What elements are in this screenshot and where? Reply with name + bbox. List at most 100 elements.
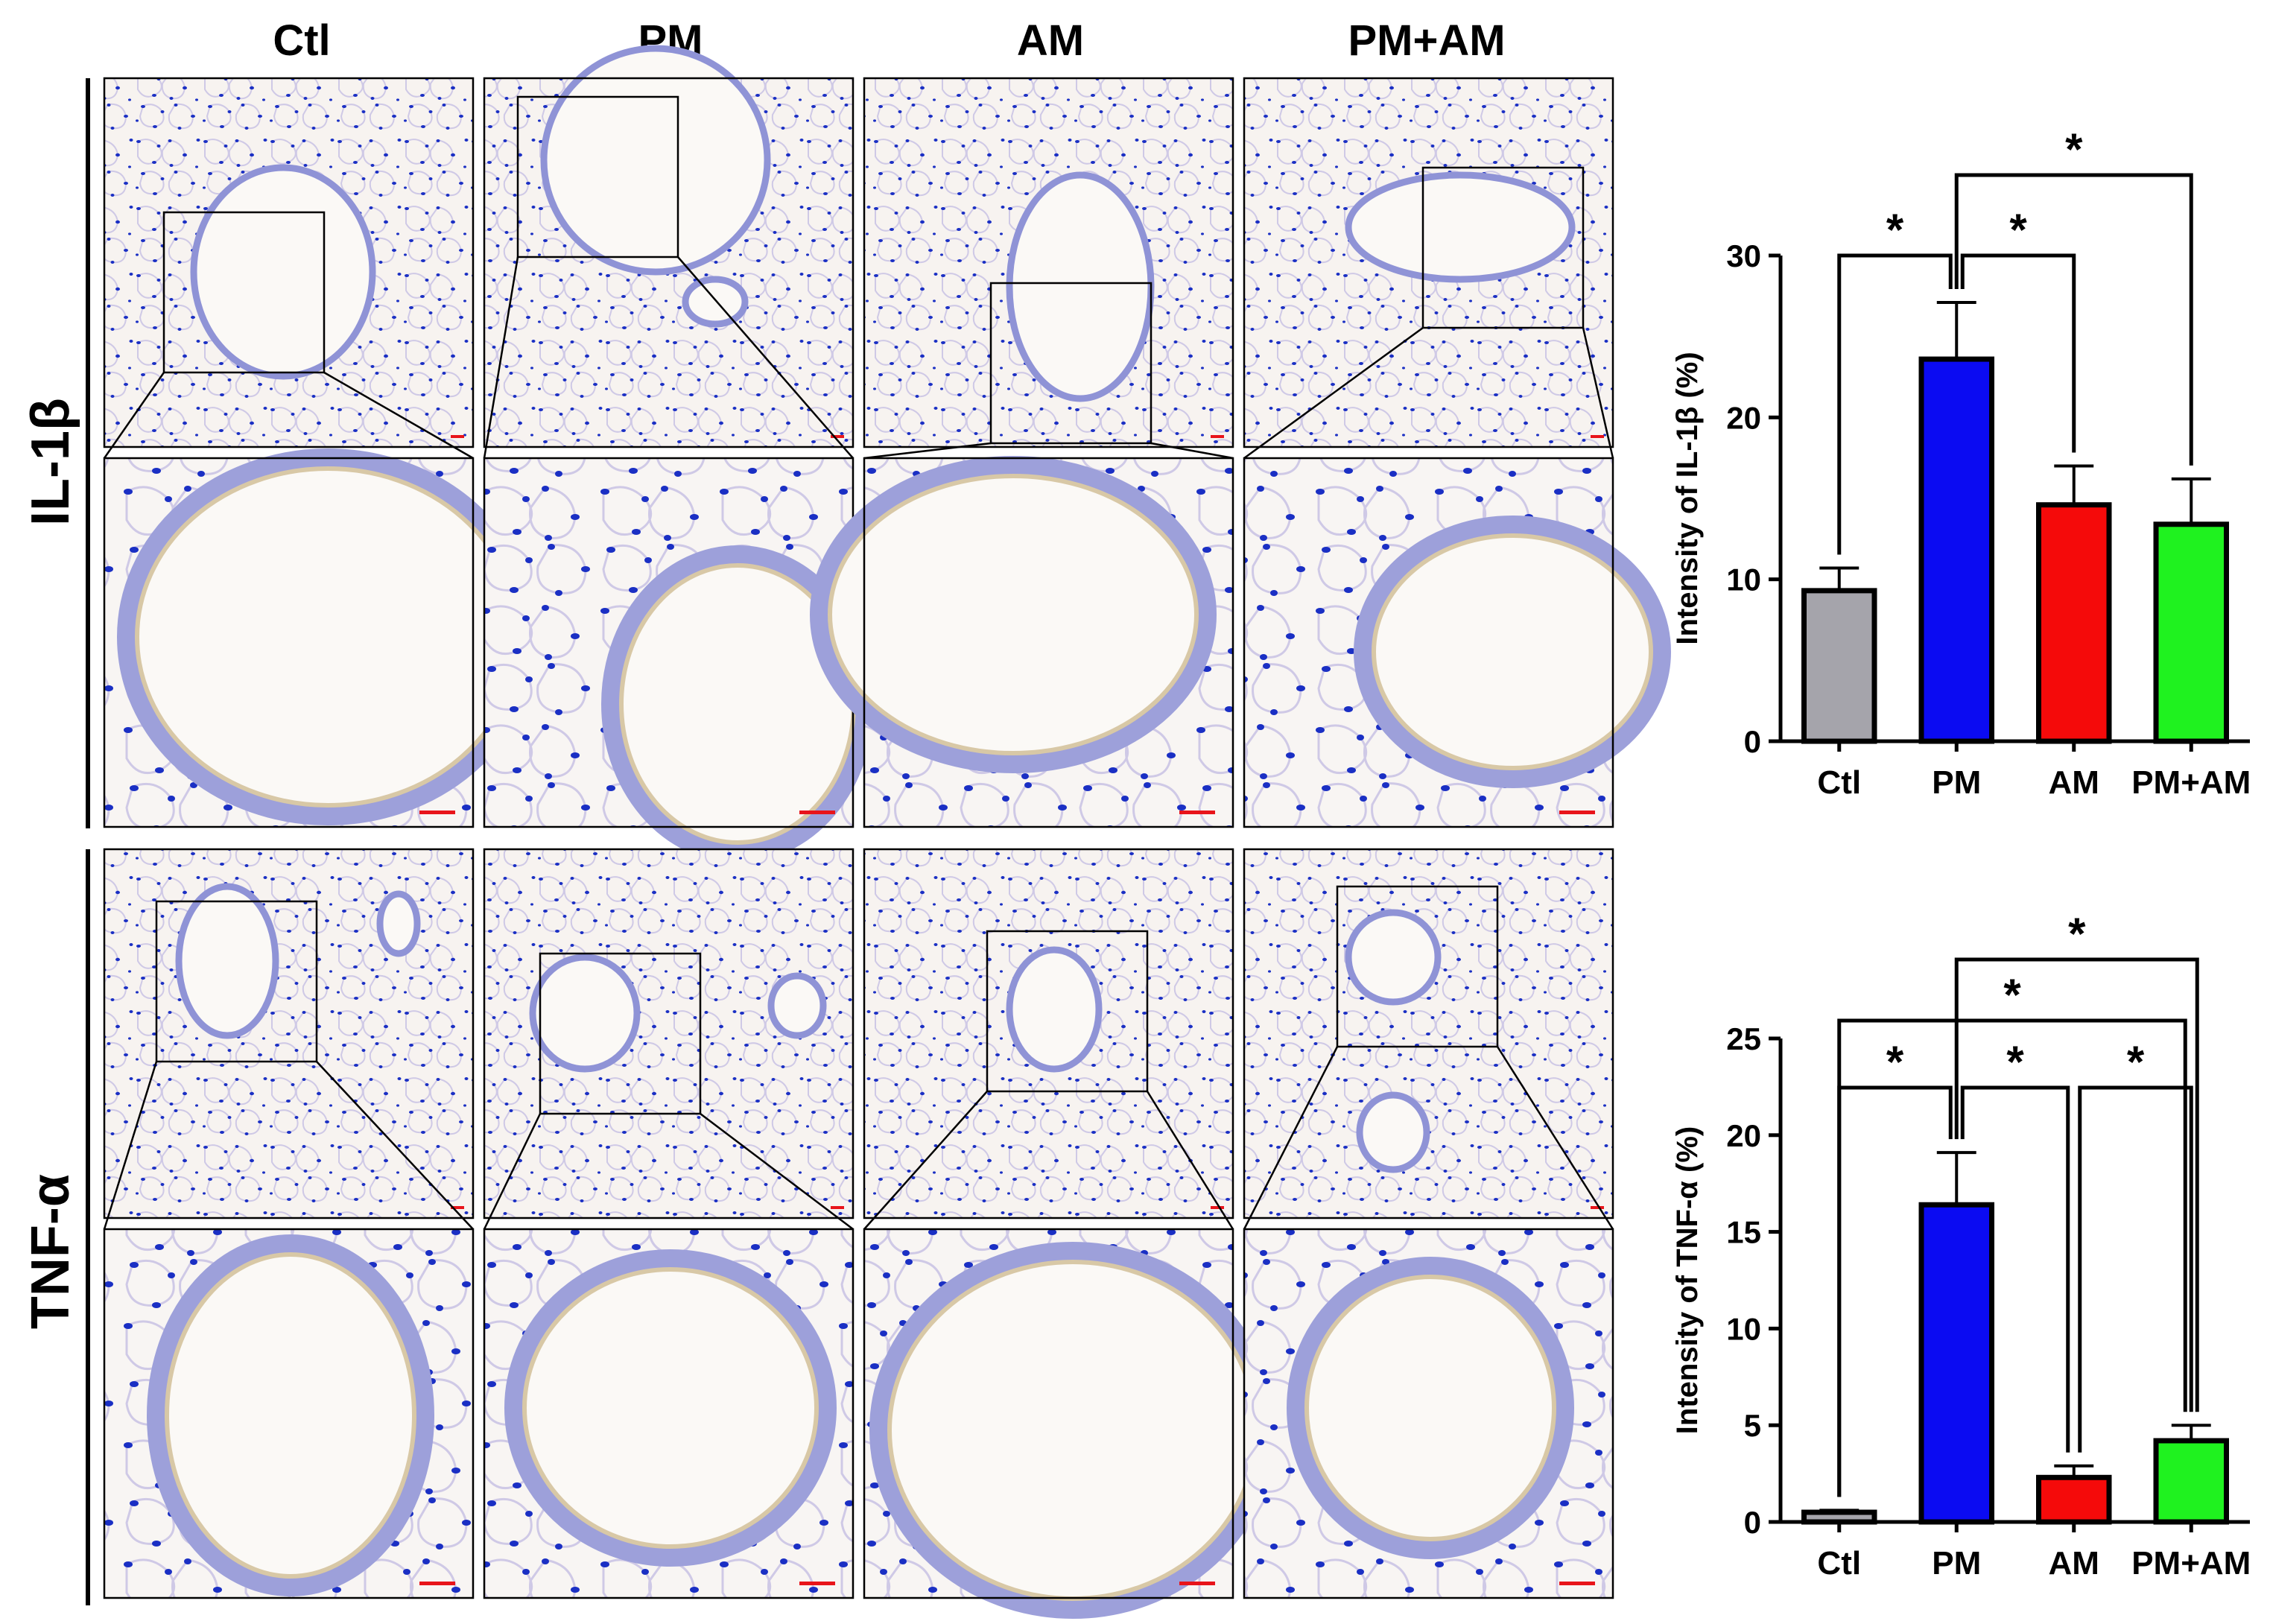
zoom-connector xyxy=(1582,327,1614,459)
significance-bracket xyxy=(1954,173,2193,466)
scale-bar xyxy=(799,811,835,814)
panel-border xyxy=(103,77,475,448)
panel-border xyxy=(863,1228,1234,1599)
y-tick-label: 25 xyxy=(1726,1021,1761,1056)
airway-lumen xyxy=(190,164,376,380)
panel-tnfa-pm-am-high xyxy=(1243,1228,1614,1599)
airway-lumen xyxy=(175,883,279,1039)
bar-pm-am xyxy=(2153,1438,2229,1525)
scale-bar xyxy=(1559,811,1595,814)
zoom-connector xyxy=(863,442,992,460)
zoom-connector xyxy=(1146,1091,1234,1230)
inset-box xyxy=(1421,166,1585,329)
epithelium-stain xyxy=(1304,1275,1556,1541)
row-label-tnfa: TNF-α xyxy=(21,1174,80,1329)
significance-bracket xyxy=(1960,1085,2070,1453)
panel-tnfa-ctl-high xyxy=(103,1228,475,1599)
y-tick-label: 30 xyxy=(1726,238,1761,273)
significance-star: * xyxy=(2127,1037,2145,1087)
bar-pm xyxy=(1918,1202,1994,1525)
airway-lumen xyxy=(147,1234,434,1596)
epithelium-stain xyxy=(1372,533,1653,770)
significance-bracket xyxy=(1960,253,2076,453)
scale-bar xyxy=(1211,435,1224,438)
airway-lumen xyxy=(376,890,421,957)
y-tick-label: 0 xyxy=(1744,1505,1761,1540)
airway-lumen xyxy=(1006,171,1155,402)
chart-il1b: 0 10 20 30 Intensity of IL-1β (%) Ctl PM AM PM+A… xyxy=(1671,124,2251,801)
zoom-connector xyxy=(677,256,854,459)
y-axis-label: Intensity of IL-1β (%) xyxy=(1671,352,1704,644)
scale-bar xyxy=(831,1206,844,1209)
bar-ctl xyxy=(1801,1509,1877,1525)
row-labels: IL-1β TNF-α xyxy=(21,78,90,1605)
scale-bar xyxy=(1559,1582,1595,1585)
inset-box xyxy=(539,952,702,1115)
significance-star: * xyxy=(2006,1037,2024,1087)
panel-tnfa-am-low xyxy=(863,848,1234,1219)
chart-tnfa: 0 5 10 15 20 25 Intensity of TNF-α (%) Ctl PM AM P… xyxy=(1671,909,2251,1582)
airway-lumen xyxy=(682,276,749,328)
epithelium-stain xyxy=(522,1267,819,1549)
epithelium-stain xyxy=(828,474,1199,755)
panel-border xyxy=(103,457,475,828)
scale-bar xyxy=(1591,435,1604,438)
scale-bar xyxy=(419,1582,455,1585)
panel-il1b-pm-low xyxy=(483,45,855,448)
panel-border xyxy=(863,457,1234,828)
panel-border xyxy=(863,77,1234,448)
significance-star: * xyxy=(2009,205,2027,255)
inset-box xyxy=(1336,885,1499,1048)
x-tick-label: PM+AM xyxy=(2131,764,2251,801)
column-headers: Ctl PM AM PM+AM xyxy=(273,16,1505,65)
airway-lumen xyxy=(529,954,641,1073)
scale-bar xyxy=(1211,1206,1224,1209)
x-tick-label: PM xyxy=(1932,1545,1981,1582)
significance-bracket xyxy=(2078,1085,2193,1453)
epithelium-stain xyxy=(165,1252,416,1579)
scale-bar xyxy=(1179,1582,1215,1585)
panel-border xyxy=(1243,77,1614,448)
airway-lumen xyxy=(1287,1257,1574,1559)
bar-am xyxy=(2036,502,2112,744)
airway-lumen xyxy=(1356,1091,1430,1173)
airway-lumen xyxy=(1345,909,1442,1006)
panel-border xyxy=(103,1228,475,1599)
x-tick-label: PM+AM xyxy=(2131,1545,2251,1582)
airway-lumen xyxy=(1345,171,1576,283)
significance-star: * xyxy=(1886,205,1904,255)
row-label-il1b: IL-1β xyxy=(21,398,80,526)
y-tick-label: 20 xyxy=(1726,1118,1761,1153)
x-tick-label: AM xyxy=(2049,764,2099,801)
x-tick-label: Ctl xyxy=(1817,764,1861,801)
panel-il1b-pm-am-high xyxy=(1243,457,1671,828)
panel-border xyxy=(483,848,855,1219)
panel-border xyxy=(1243,848,1614,1219)
inset-box xyxy=(989,282,1153,445)
scale-bar xyxy=(1179,811,1215,814)
significance-bracket xyxy=(1837,253,1953,555)
airway-lumen xyxy=(869,1242,1276,1619)
significance-star: * xyxy=(2003,970,2021,1020)
x-tick-label: AM xyxy=(2049,1545,2099,1582)
zoom-connector xyxy=(863,1091,988,1230)
scale-bar xyxy=(451,435,464,438)
panel-border xyxy=(1243,1228,1614,1599)
x-tick-label: Ctl xyxy=(1817,1545,1861,1582)
panel-border xyxy=(483,1228,855,1599)
scale-bar xyxy=(1591,1206,1604,1209)
zoom-connector xyxy=(1150,442,1234,460)
panel-tnfa-am-high xyxy=(863,1228,1276,1619)
scale-bar xyxy=(831,435,844,438)
significance-star: * xyxy=(2068,909,2086,959)
panel-tnfa-pm-low xyxy=(483,848,855,1219)
panel-il1b-ctl-low xyxy=(103,77,475,448)
y-tick-label: 10 xyxy=(1726,562,1761,597)
significance-bracket xyxy=(1837,1018,2187,1497)
zoom-connector xyxy=(323,371,474,460)
column-header-pm-am: PM+AM xyxy=(1348,16,1505,65)
panel-border xyxy=(483,77,855,448)
panel-il1b-pm-high xyxy=(483,457,874,863)
panel-tnfa-pm-am-low xyxy=(1243,848,1614,1219)
